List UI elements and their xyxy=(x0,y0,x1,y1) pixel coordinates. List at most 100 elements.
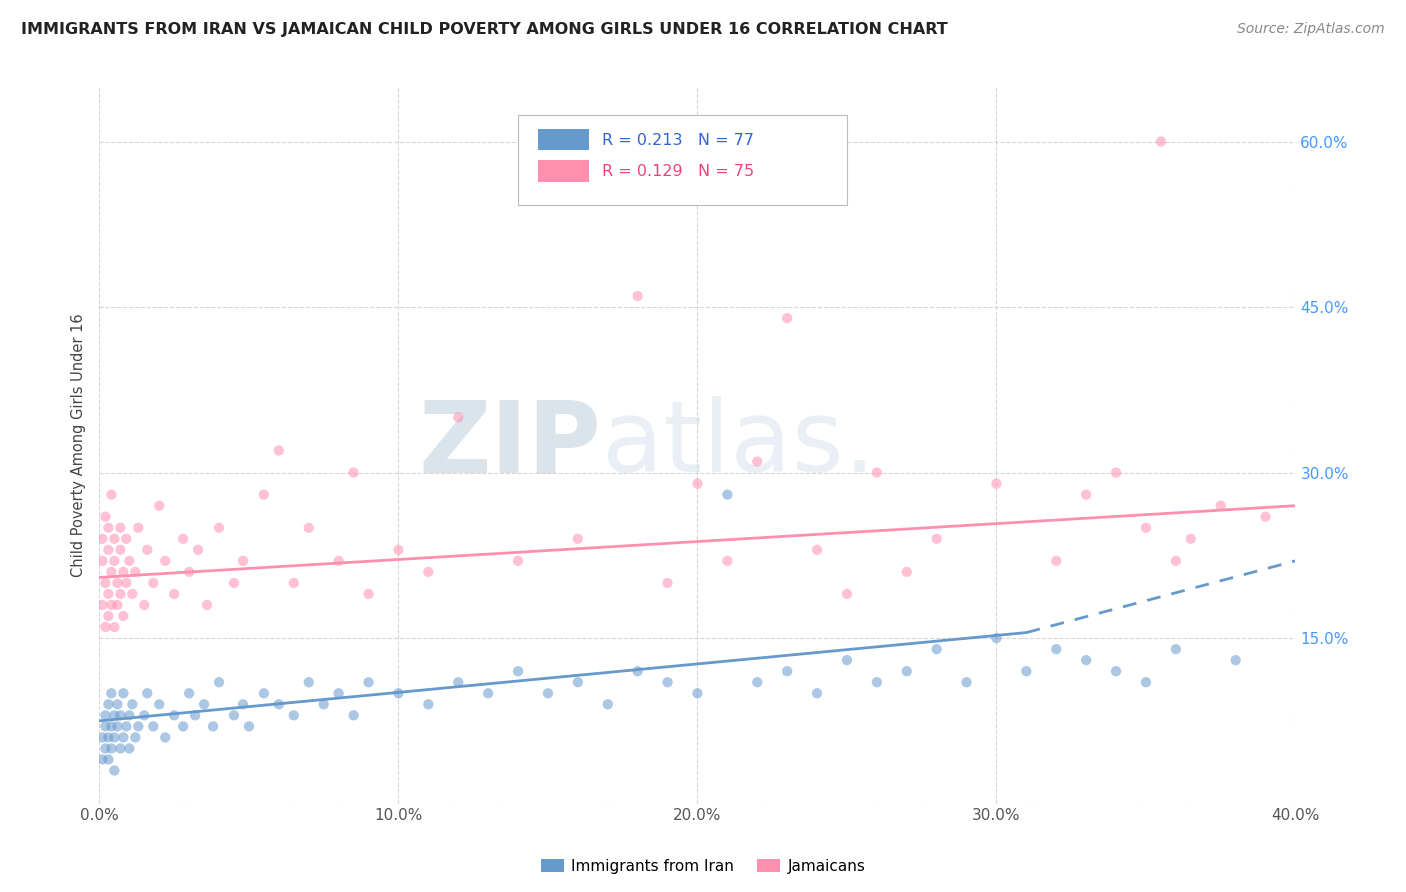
Point xyxy=(142,576,165,591)
Point xyxy=(776,311,799,326)
Point xyxy=(387,686,409,700)
Point xyxy=(776,664,799,678)
Y-axis label: Child Poverty Among Girls Under 16: Child Poverty Among Girls Under 16 xyxy=(72,313,86,577)
Point xyxy=(208,521,231,535)
Point xyxy=(118,554,141,568)
Point xyxy=(1105,664,1128,678)
Point xyxy=(112,565,135,579)
Point xyxy=(97,731,120,745)
Point xyxy=(103,532,125,546)
Point xyxy=(627,289,650,303)
Point xyxy=(342,708,364,723)
Point xyxy=(447,410,470,425)
Point xyxy=(506,664,529,678)
Point xyxy=(896,565,918,579)
Point xyxy=(148,698,170,712)
Point xyxy=(97,609,120,624)
Point xyxy=(105,719,128,733)
Point xyxy=(91,598,114,612)
Point xyxy=(127,719,149,733)
Point xyxy=(94,708,117,723)
Point xyxy=(184,708,207,723)
Point xyxy=(163,708,186,723)
Text: ZIP: ZIP xyxy=(419,396,602,493)
Point xyxy=(94,576,117,591)
Point xyxy=(627,664,650,678)
Point xyxy=(134,598,156,612)
Point xyxy=(835,587,858,601)
Point xyxy=(896,664,918,678)
Point xyxy=(328,686,350,700)
Point xyxy=(118,708,141,723)
Point xyxy=(232,554,254,568)
Point xyxy=(115,576,138,591)
Point xyxy=(298,675,321,690)
Point xyxy=(657,675,679,690)
Point xyxy=(100,686,122,700)
Point xyxy=(121,698,143,712)
Point xyxy=(115,719,138,733)
Point xyxy=(477,686,499,700)
Point xyxy=(118,741,141,756)
Text: R = 0.213   N = 77: R = 0.213 N = 77 xyxy=(602,133,754,148)
Point xyxy=(567,675,589,690)
Point xyxy=(142,719,165,733)
Point xyxy=(110,587,132,601)
Point xyxy=(418,698,440,712)
Point xyxy=(100,488,122,502)
Point xyxy=(103,620,125,634)
Point xyxy=(193,698,215,712)
Legend: Immigrants from Iran, Jamaicans: Immigrants from Iran, Jamaicans xyxy=(534,853,872,880)
Point xyxy=(283,708,305,723)
Point xyxy=(112,686,135,700)
Point xyxy=(835,653,858,667)
Point xyxy=(283,576,305,591)
Point xyxy=(136,542,159,557)
Point xyxy=(115,532,138,546)
Point xyxy=(134,708,156,723)
Point xyxy=(686,476,709,491)
Point xyxy=(1045,554,1067,568)
Point xyxy=(110,521,132,535)
Point xyxy=(506,554,529,568)
Point xyxy=(537,686,560,700)
Point xyxy=(1150,135,1173,149)
Point xyxy=(179,565,201,579)
Point xyxy=(127,521,149,535)
Text: R = 0.129   N = 75: R = 0.129 N = 75 xyxy=(602,164,754,179)
Point xyxy=(1015,664,1038,678)
Point xyxy=(1180,532,1202,546)
Point xyxy=(100,598,122,612)
Point xyxy=(747,675,769,690)
Point xyxy=(596,698,619,712)
Point xyxy=(103,764,125,778)
Point xyxy=(418,565,440,579)
Point xyxy=(1135,521,1157,535)
Point xyxy=(110,542,132,557)
Point xyxy=(232,698,254,712)
Point xyxy=(1209,499,1232,513)
Point xyxy=(202,719,225,733)
Point xyxy=(253,488,276,502)
Point xyxy=(208,675,231,690)
Point xyxy=(716,488,738,502)
Point xyxy=(253,686,276,700)
Point xyxy=(447,675,470,690)
Point xyxy=(657,576,679,591)
Point xyxy=(124,565,146,579)
Point xyxy=(716,554,738,568)
Point xyxy=(97,521,120,535)
Point xyxy=(238,719,260,733)
Point xyxy=(925,532,948,546)
Point xyxy=(103,554,125,568)
Point xyxy=(91,752,114,766)
Point xyxy=(222,576,245,591)
Point xyxy=(97,587,120,601)
Point xyxy=(1164,642,1187,657)
Point xyxy=(1076,653,1098,667)
Point xyxy=(1254,509,1277,524)
Point xyxy=(986,476,1008,491)
Point xyxy=(955,675,977,690)
Point xyxy=(155,554,177,568)
Point xyxy=(866,675,889,690)
